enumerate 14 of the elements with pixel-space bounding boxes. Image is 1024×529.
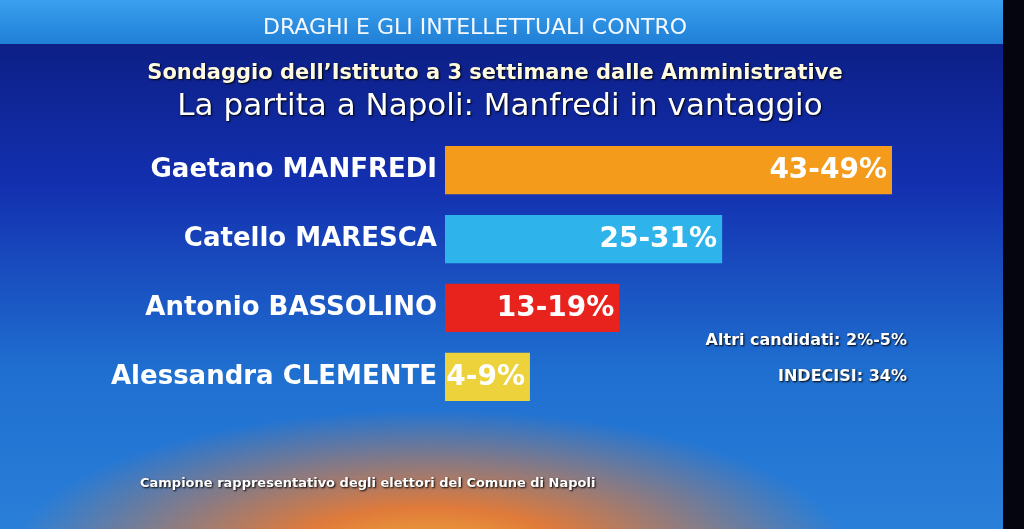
y-tick-label: Gaetano MANFREDI	[150, 152, 437, 183]
chart-subtitle: Sondaggio dell’Istituto a 3 settimane dalle Amministrative	[146, 60, 844, 84]
text: Campione rappresentativo degli elettori del Comune di Napoli	[140, 475, 596, 490]
y-tick-label: Antonio BASSOLINO	[145, 290, 437, 321]
annotation: 13-19%	[496, 290, 615, 324]
annotation: 25-31%	[599, 221, 718, 255]
y-tick-label: Alessandra CLEMENTE	[110, 359, 437, 390]
chart-title: La partita a Napoli: Manfredi in vantaggio	[176, 86, 824, 122]
annotation: 4-9%	[446, 359, 525, 393]
y-tick-label: Catello MARESCA	[183, 221, 437, 252]
text: DRAGHI E GLI INTELLETTUALI CONTRO	[263, 14, 688, 39]
annotation: 43-49%	[769, 152, 887, 186]
annotation: INDECISI: 34%	[778, 366, 907, 385]
annotation: Altri candidati: 2%-5%	[705, 330, 907, 349]
